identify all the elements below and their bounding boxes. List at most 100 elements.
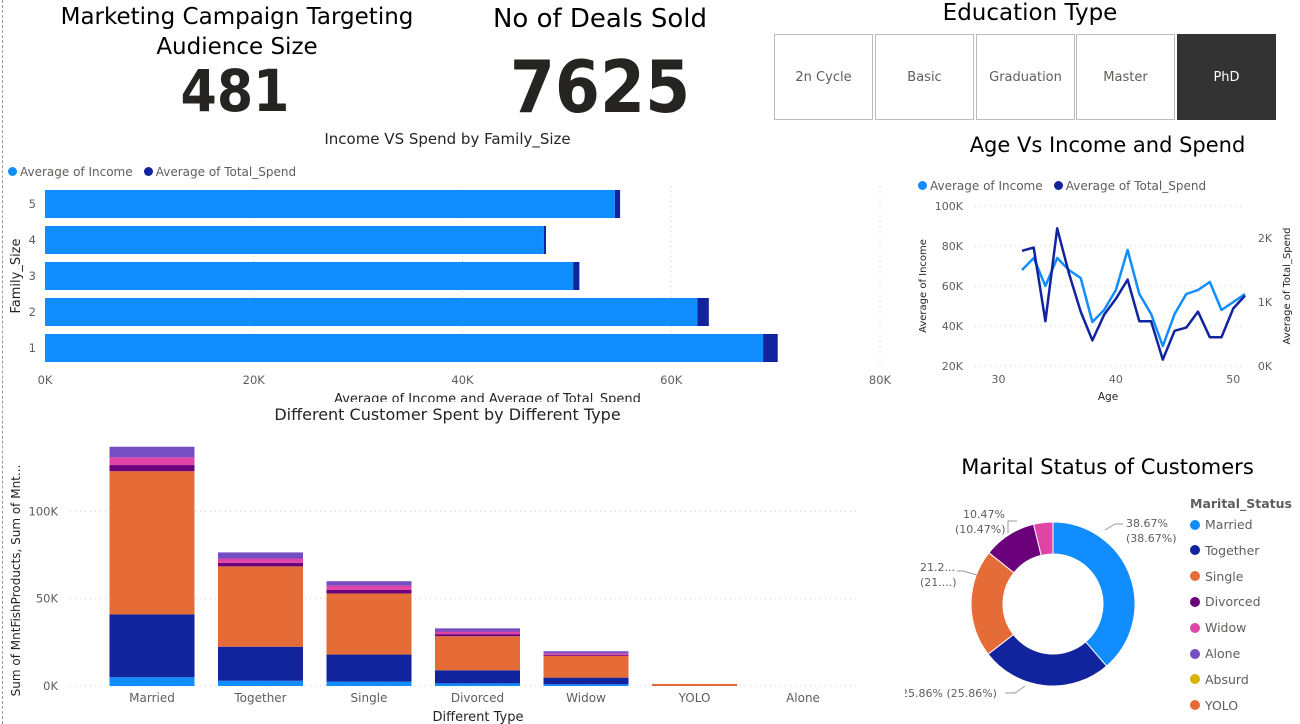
x-tick-label: Alone (786, 691, 820, 705)
stack-segment-Married (110, 447, 195, 457)
y-axis-title: Average of Income (918, 239, 929, 333)
stack-segment-Single (327, 682, 412, 686)
legend-dot-icon (8, 167, 17, 176)
marital-legend-item-alone[interactable]: Alone (1190, 646, 1240, 661)
education-slicer-title: Education Type (880, 0, 1180, 26)
legend-dot-icon (1190, 649, 1200, 659)
stack-segment-Together (218, 563, 303, 566)
marital-legend-title: Marital_Status (1190, 496, 1292, 511)
x-tick-label: 0K (38, 373, 53, 387)
stack-segment-Widow (544, 651, 629, 653)
education-option-master[interactable]: Master (1076, 34, 1175, 120)
stack-segment-Married (110, 614, 195, 677)
x-tick-label: YOLO (678, 691, 711, 705)
y-tick-label: 80K (942, 240, 964, 253)
legend-dot-icon (918, 181, 927, 190)
x-tick-label: 40K (451, 373, 474, 387)
stack-segment-Divorced (435, 636, 520, 670)
data-label-together: 25.86% (25.86%) (905, 687, 997, 700)
x-tick-label: Together (233, 691, 286, 705)
stack-segment-Single (327, 593, 412, 654)
customer-chart-title: Different Customer Spent by Different Ty… (40, 405, 855, 424)
y-tick-label: 2 (29, 305, 36, 319)
x-tick-label: 60K (660, 373, 683, 387)
marital-legend-item-single[interactable]: Single (1190, 569, 1243, 584)
y-tick-label: 60K (942, 280, 964, 293)
legend-label: Alone (1205, 646, 1240, 661)
marital-legend-item-absurd[interactable]: Absurd (1190, 672, 1249, 687)
x-axis-title: Different Type (433, 710, 524, 724)
y-tick-label: 40K (942, 320, 964, 333)
bar-spend-4 (544, 226, 546, 254)
stack-segment-Together (218, 552, 303, 558)
legend-spend[interactable]: Average of Total_Spend (1054, 179, 1206, 193)
stack-segment-Single (327, 581, 412, 585)
marital-legend-item-divorced[interactable]: Divorced (1190, 594, 1261, 609)
education-option-phd[interactable]: PhD (1177, 34, 1276, 120)
education-option-graduation[interactable]: Graduation (976, 34, 1075, 120)
legend-label: Single (1205, 569, 1243, 584)
x-tick-label: Widow (566, 691, 606, 705)
stack-segment-YOLO (652, 684, 737, 686)
data-label-single-sub: (21....) (920, 576, 957, 589)
legend-label: YOLO (1205, 698, 1238, 713)
stack-segment-Married (110, 465, 195, 471)
legend-label: Widow (1205, 620, 1246, 635)
legend-dot-icon (1190, 674, 1200, 684)
marital-legend-item-widow[interactable]: Widow (1190, 620, 1246, 635)
legend-dot-icon (144, 167, 153, 176)
x-axis-title: Average of Income and Average of Total_S… (334, 392, 641, 402)
legend-income[interactable]: Average of Income (918, 179, 1043, 193)
bar-income-2 (45, 298, 697, 326)
deals-kpi-value: 7625 (470, 44, 730, 130)
stack-segment-Together (218, 559, 303, 563)
stack-segment-Widow (544, 655, 629, 656)
stack-segment-Divorced (435, 670, 520, 683)
age-line-chart: 20K 40K 60K 80K 100K 0K 1K 2K 30 40 50 Age Average o… (905, 192, 1300, 442)
x-tick-label: 50 (1226, 373, 1240, 386)
education-option-basic[interactable]: Basic (875, 34, 974, 120)
x-tick-label: Single (351, 691, 388, 705)
audience-kpi-title: Marketing Campaign Targeting Audience Si… (18, 2, 456, 62)
education-option-2n-cycle[interactable]: 2n Cycle (774, 34, 873, 120)
stack-segment-Divorced (435, 683, 520, 686)
marital-legend-item-yolo[interactable]: YOLO (1190, 698, 1238, 713)
stack-segment-Divorced (435, 634, 520, 636)
audience-kpi-value: 481 (135, 56, 335, 126)
legend-income[interactable]: Average of Income (8, 165, 133, 179)
legend-label: Divorced (1205, 594, 1261, 609)
x-axis-title: Age (1098, 391, 1118, 403)
leader-line (1105, 524, 1123, 530)
x-tick-label: 20K (243, 373, 266, 387)
legend-label: Absurd (1205, 672, 1249, 687)
stack-segment-Single (327, 586, 412, 590)
y-tick-label: 1 (29, 341, 36, 355)
y-tick-label: 3 (29, 269, 36, 283)
marital-legend-item-together[interactable]: Together (1190, 543, 1259, 558)
bar-spend-1 (763, 334, 778, 362)
data-label-married-sub: (38.67%) (1126, 532, 1177, 545)
x-tick-label: Divorced (451, 691, 504, 705)
marital-legend-item-married[interactable]: Married (1190, 517, 1253, 532)
stack-segment-Widow (544, 656, 629, 678)
bar-spend-3 (573, 262, 579, 290)
stack-segment-Single (327, 590, 412, 593)
legend-label: Married (1205, 517, 1253, 532)
bar-income-1 (45, 334, 763, 362)
y2-axis-title: Average of Total_Spend (1282, 228, 1293, 345)
stack-segment-Widow (544, 684, 629, 686)
marital-donut-chart: 38.67%(38.67%)25.86% (25.86%)21.2...(21.… (905, 480, 1185, 720)
customer-stacked-chart: 0K 50K 100K Married Together Single Divorced Wi… (0, 425, 900, 724)
legend-spend[interactable]: Average of Total_Spend (144, 165, 296, 179)
y2-tick-label: 0K (1258, 360, 1273, 373)
stack-segment-Married (110, 471, 195, 614)
y-tick-label: 4 (29, 233, 36, 247)
stack-segment-Divorced (435, 628, 520, 631)
data-label-divorced: 10.47% (963, 508, 1005, 521)
stack-segment-Married (110, 677, 195, 686)
stack-segment-Widow (544, 653, 629, 654)
legend-dot-icon (1190, 700, 1200, 710)
y-tick-label: 20K (942, 360, 964, 373)
stack-segment-Together (218, 566, 303, 646)
stack-segment-Widow (544, 678, 629, 685)
